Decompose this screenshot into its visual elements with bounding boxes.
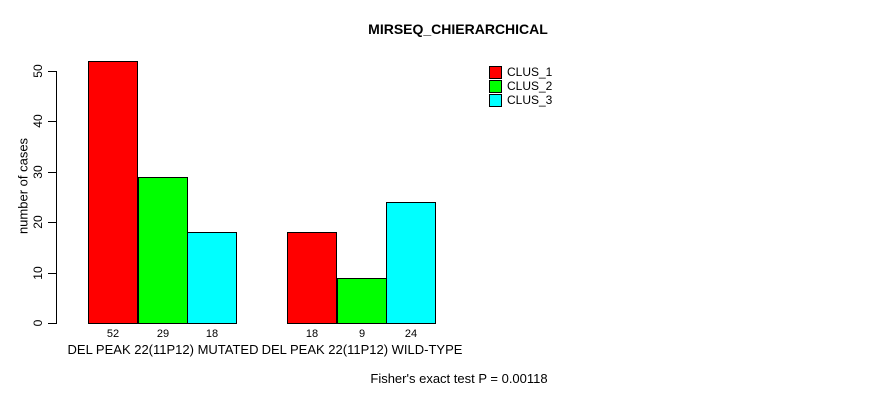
y-tick-label: 10 (31, 266, 45, 280)
legend-label: CLUS_2 (507, 78, 553, 93)
legend-item-clus_3: CLUS_3 (489, 93, 552, 107)
bar-value-label: 18 (305, 328, 319, 340)
legend-label: CLUS_3 (507, 92, 553, 107)
y-tick-label: 20 (31, 215, 45, 229)
y-tick-mark (48, 273, 56, 274)
bar-value-label: 9 (358, 328, 366, 340)
y-tick-label: 50 (31, 64, 45, 78)
bar-clus_3-group1 (187, 232, 237, 324)
bar-clus_2-group2 (337, 278, 387, 324)
bar-clus_2-group1 (138, 177, 188, 324)
chart-title: MIRSEQ_CHIERARCHICAL (368, 21, 548, 37)
bar-value-label: 24 (404, 328, 418, 340)
annotation-fisher-test: Fisher's exact test P = 0.00118 (370, 371, 548, 386)
y-tick-mark (48, 323, 56, 324)
y-tick-label: 30 (31, 165, 45, 179)
y-tick-label: 40 (31, 114, 45, 128)
legend: CLUS_1 CLUS_2 CLUS_3 (489, 65, 552, 107)
y-tick-mark (48, 71, 56, 72)
legend-swatch-icon (489, 65, 502, 79)
bar-clus_1-group2 (287, 232, 337, 324)
y-tick-mark (48, 121, 56, 122)
legend-swatch-icon (489, 93, 502, 107)
category-label: DEL PEAK 22(11P12) MUTATED (67, 342, 259, 357)
bar-value-label: 18 (205, 328, 219, 340)
legend-item-clus_2: CLUS_2 (489, 79, 552, 93)
y-tick-mark (48, 222, 56, 223)
y-tick-label: 0 (31, 319, 45, 327)
bar-value-label: 52 (106, 328, 120, 340)
bar-clus_3-group2 (386, 202, 436, 324)
y-tick-mark (48, 172, 56, 173)
legend-item-clus_1: CLUS_1 (489, 65, 552, 79)
bar-value-label: 29 (156, 328, 170, 340)
bar-clus_1-group1 (88, 61, 138, 324)
legend-swatch-icon (489, 79, 502, 93)
legend-label: CLUS_1 (507, 64, 553, 79)
y-axis-line (56, 71, 57, 324)
category-label: DEL PEAK 22(11P12) WILD-TYPE (261, 342, 463, 357)
